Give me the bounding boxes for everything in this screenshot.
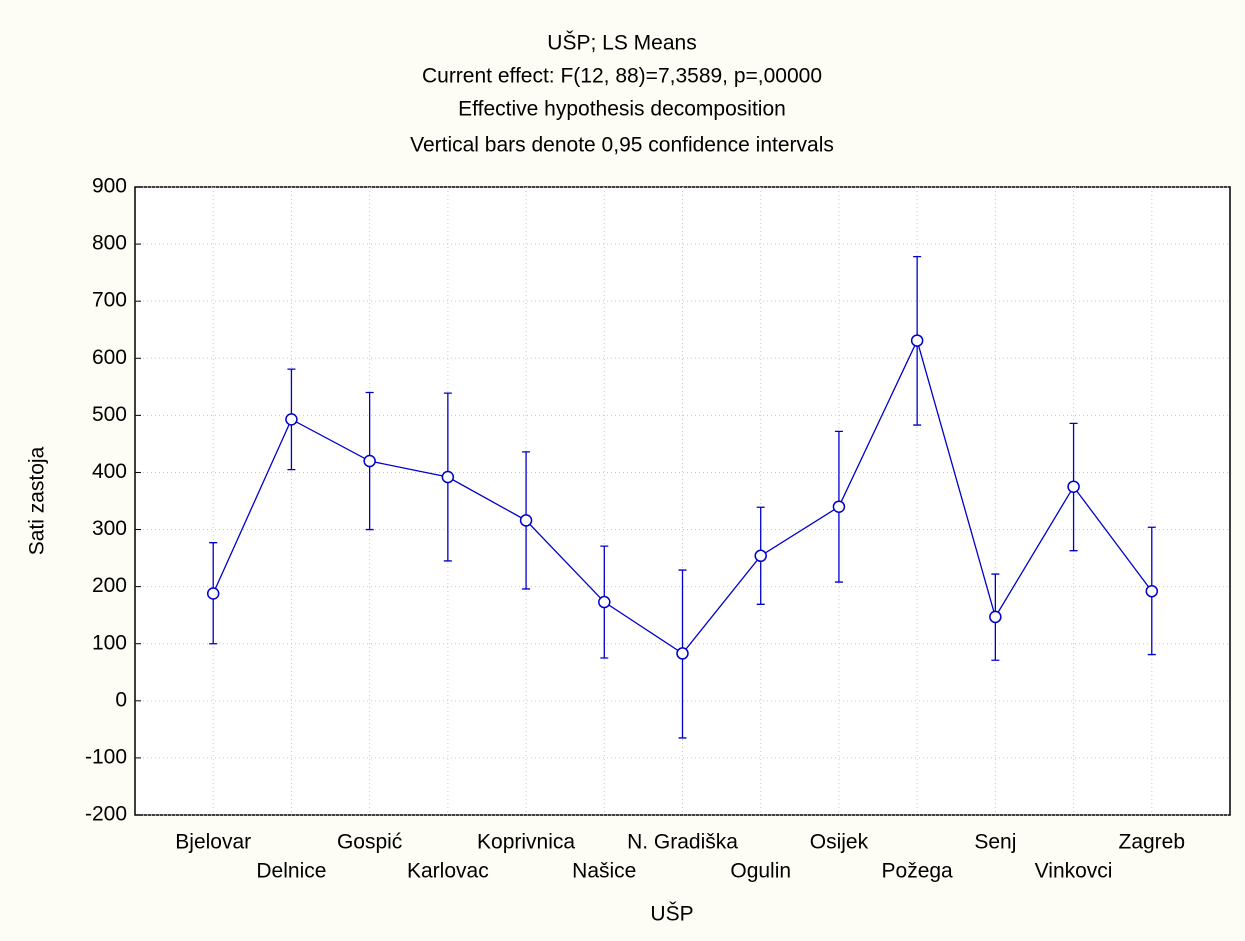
y-tick-label: 600 xyxy=(92,346,127,369)
point xyxy=(676,647,689,660)
y-tick-label: -200 xyxy=(85,803,127,826)
x-tick-label: Senj xyxy=(974,831,1016,854)
point xyxy=(285,413,298,426)
point xyxy=(754,549,767,563)
x-tick-label: Koprivnica xyxy=(477,831,575,854)
y-tick-label: 300 xyxy=(92,517,127,540)
chart-title: UŠP; LS Means xyxy=(547,32,696,55)
point xyxy=(363,454,376,468)
x-tick-label: Karlovac xyxy=(407,860,489,883)
point xyxy=(1067,480,1080,493)
chart-subtitle: Vertical bars denote 0,95 confidence int… xyxy=(410,134,834,157)
chart-subtitle: Effective hypothesis decomposition xyxy=(458,98,786,121)
point xyxy=(206,587,220,600)
x-tick-label: Vinkovci xyxy=(1035,860,1113,883)
y-tick-label: 500 xyxy=(92,403,127,426)
x-tick-label: Našice xyxy=(572,860,636,883)
chart-subtitle: Current effect: F(12, 88)=7,3589, p=,000… xyxy=(422,65,822,88)
y-axis-label: Sati zastoja xyxy=(26,446,49,555)
x-tick-label: Zagreb xyxy=(1119,831,1186,854)
point xyxy=(519,514,533,527)
y-tick-label: 200 xyxy=(92,574,127,597)
point xyxy=(989,610,1002,624)
x-tick-label: Delnice xyxy=(256,860,326,883)
x-tick-label: Bjelovar xyxy=(175,831,251,854)
point xyxy=(598,595,611,609)
x-tick-label: N. Gradiška xyxy=(627,831,738,854)
y-tick-label: -100 xyxy=(85,745,127,768)
y-tick-label: 100 xyxy=(92,631,127,654)
point xyxy=(832,500,846,513)
x-axis-label: UŠP xyxy=(650,903,693,926)
y-tick-label: 400 xyxy=(92,460,127,483)
point xyxy=(1145,584,1159,598)
y-tick-label: 0 xyxy=(115,688,127,711)
y-tick-label: 700 xyxy=(92,289,127,312)
point xyxy=(441,470,455,484)
x-tick-label: Gospić xyxy=(337,831,402,854)
y-tick-label: 900 xyxy=(92,175,127,198)
y-tick-label: 800 xyxy=(92,232,127,255)
point xyxy=(910,334,924,347)
x-tick-label: Osijek xyxy=(810,831,869,854)
x-tick-label: Požega xyxy=(882,860,954,883)
x-tick-label: Ogulin xyxy=(730,860,791,883)
